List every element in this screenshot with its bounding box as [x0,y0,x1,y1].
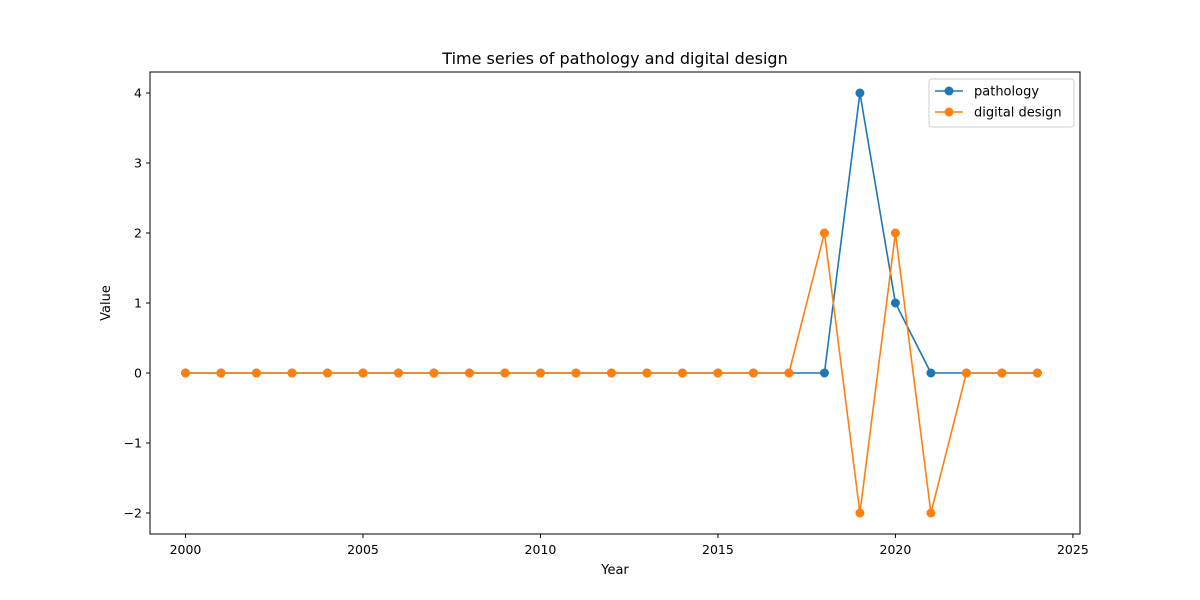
legend-label-digital-design: digital design [974,106,1062,121]
data-point-digital-design [251,368,261,378]
data-point-digital-design [642,368,652,378]
data-point-digital-design [926,508,936,518]
data-point-digital-design [500,368,510,378]
legend-marker-digital-design [944,107,954,117]
data-point-digital-design [571,368,581,378]
data-point-digital-design [429,368,439,378]
data-point-digital-design [322,368,332,378]
x-axis-title: Year [600,563,629,578]
y-axis-title: Value [99,285,114,321]
x-tick-label: 2005 [347,542,379,557]
x-tick-label: 2000 [170,542,202,557]
y-tick-label: 4 [134,86,142,101]
legend-box [928,78,1075,128]
data-point-digital-design [677,368,687,378]
data-point-pathology [819,368,829,378]
data-point-digital-design [713,368,723,378]
data-point-pathology [855,88,865,98]
data-point-digital-design [890,228,900,238]
x-tick-label: 2015 [702,542,734,557]
x-axis: 2000 2005 2010 2015 2020 2025 [170,534,1089,557]
x-tick-label: 2020 [880,542,912,557]
data-point-digital-design [1032,368,1042,378]
data-point-digital-design [997,368,1007,378]
x-tick-label: 2010 [525,542,557,557]
x-tick-label: 2025 [1057,542,1089,557]
data-point-digital-design [606,368,616,378]
data-point-digital-design [535,368,545,378]
chart-title: Time series of pathology and digital des… [441,49,787,68]
data-point-digital-design [819,228,829,238]
y-axis: −2 −1 0 1 2 3 4 [124,86,150,521]
data-point-digital-design [748,368,758,378]
y-tick-label: −1 [124,436,142,451]
legend-marker-pathology [944,86,954,96]
data-point-digital-design [393,368,403,378]
y-tick-label: 2 [134,226,142,241]
legend-label-pathology: pathology [974,85,1039,100]
data-point-digital-design [961,368,971,378]
data-point-digital-design [180,368,190,378]
plot-area [180,88,1042,518]
data-point-digital-design [216,368,226,378]
data-point-pathology [890,298,900,308]
y-tick-label: 0 [134,366,142,381]
data-point-digital-design [784,368,794,378]
legend: pathology digital design [928,78,1075,128]
data-point-digital-design [287,368,297,378]
data-point-digital-design [855,508,865,518]
y-tick-label: 1 [134,296,142,311]
y-tick-label: −2 [124,506,142,521]
data-point-pathology [926,368,936,378]
data-point-digital-design [464,368,474,378]
data-point-digital-design [358,368,368,378]
y-tick-label: 3 [134,156,142,171]
